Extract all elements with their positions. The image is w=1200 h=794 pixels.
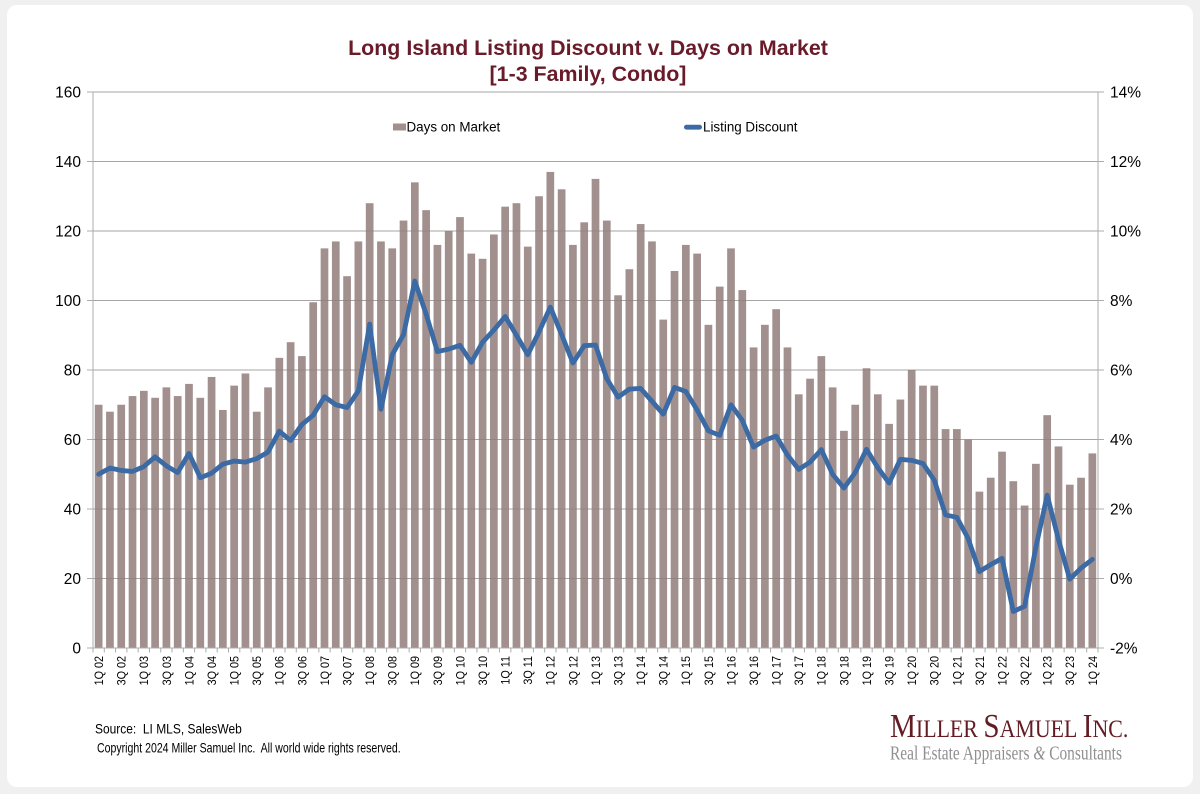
svg-text:1Q 05: 1Q 05 xyxy=(229,656,242,685)
svg-text:80: 80 xyxy=(64,362,82,379)
svg-text:1Q 17: 1Q 17 xyxy=(771,656,784,685)
svg-text:160: 160 xyxy=(55,84,81,101)
svg-text:3Q 07: 3Q 07 xyxy=(342,656,355,685)
svg-text:3Q 12: 3Q 12 xyxy=(568,656,581,685)
svg-text:1Q 22: 1Q 22 xyxy=(997,656,1010,685)
svg-text:100: 100 xyxy=(55,293,81,310)
svg-text:3Q 20: 3Q 20 xyxy=(929,656,942,685)
svg-text:3Q 22: 3Q 22 xyxy=(1020,656,1033,685)
svg-text:3Q 10: 3Q 10 xyxy=(478,656,491,685)
svg-text:1Q 02: 1Q 02 xyxy=(94,656,107,685)
svg-text:Listing Discount: Listing Discount xyxy=(703,120,798,135)
svg-text:3Q 06: 3Q 06 xyxy=(297,656,310,685)
svg-text:1Q 13: 1Q 13 xyxy=(590,656,603,685)
svg-text:3Q 14: 3Q 14 xyxy=(658,655,671,685)
svg-text:1Q 19: 1Q 19 xyxy=(861,656,874,685)
svg-text:1Q 21: 1Q 21 xyxy=(952,656,965,685)
svg-text:2%: 2% xyxy=(1110,501,1133,518)
svg-text:60: 60 xyxy=(64,432,82,449)
svg-text:8%: 8% xyxy=(1110,293,1133,310)
svg-text:3Q 09: 3Q 09 xyxy=(432,656,445,685)
svg-text:1Q 24: 1Q 24 xyxy=(1087,655,1100,685)
svg-text:MILLER SAMUEL INC.: MILLER SAMUEL INC. xyxy=(890,707,1128,745)
svg-text:140: 140 xyxy=(55,154,81,171)
svg-text:3Q 05: 3Q 05 xyxy=(252,656,265,685)
svg-text:3Q 23: 3Q 23 xyxy=(1065,656,1078,685)
svg-text:1Q 18: 1Q 18 xyxy=(816,656,829,685)
svg-text:1Q 04: 1Q 04 xyxy=(184,655,197,685)
svg-text:1Q 07: 1Q 07 xyxy=(319,656,332,685)
svg-text:[1-3 Family, Condo]: [1-3 Family, Condo] xyxy=(490,62,687,86)
svg-text:12%: 12% xyxy=(1110,154,1141,171)
svg-text:3Q 11: 3Q 11 xyxy=(523,656,536,685)
svg-text:4%: 4% xyxy=(1110,432,1133,449)
svg-text:3Q 16: 3Q 16 xyxy=(749,656,762,685)
svg-text:1Q 12: 1Q 12 xyxy=(545,656,558,685)
svg-text:1Q 20: 1Q 20 xyxy=(907,656,920,685)
svg-text:0%: 0% xyxy=(1110,571,1133,588)
svg-text:1Q 23: 1Q 23 xyxy=(1042,656,1055,685)
svg-text:3Q 15: 3Q 15 xyxy=(703,656,716,685)
svg-text:1Q 10: 1Q 10 xyxy=(455,656,468,685)
svg-text:3Q 04: 3Q 04 xyxy=(207,655,220,685)
svg-text:3Q 19: 3Q 19 xyxy=(884,656,897,685)
svg-text:40: 40 xyxy=(64,501,82,518)
svg-text:3Q 02: 3Q 02 xyxy=(116,656,129,685)
svg-text:Long Island Listing Discount v: Long Island Listing Discount v. Days on … xyxy=(348,36,828,60)
svg-text:1Q 11: 1Q 11 xyxy=(500,656,513,685)
svg-text:3Q 13: 3Q 13 xyxy=(613,656,626,685)
svg-text:1Q 09: 1Q 09 xyxy=(410,656,423,685)
svg-text:3Q 03: 3Q 03 xyxy=(161,656,174,685)
svg-text:1Q 08: 1Q 08 xyxy=(365,656,378,685)
svg-text:1Q 06: 1Q 06 xyxy=(274,656,287,685)
svg-text:3Q 21: 3Q 21 xyxy=(974,656,987,685)
svg-text:20: 20 xyxy=(64,571,82,588)
svg-text:120: 120 xyxy=(55,223,81,240)
svg-text:1Q 14: 1Q 14 xyxy=(636,655,649,685)
svg-text:-2%: -2% xyxy=(1110,640,1138,657)
svg-text:1Q 16: 1Q 16 xyxy=(726,656,739,685)
svg-text:1Q 03: 1Q 03 xyxy=(139,656,152,685)
svg-text:Copyright 2024 Miller Samuel I: Copyright 2024 Miller Samuel Inc. All wo… xyxy=(97,740,401,756)
svg-text:0: 0 xyxy=(72,640,81,657)
svg-text:3Q 08: 3Q 08 xyxy=(387,656,400,685)
svg-text:Source: LI MLS, SalesWeb: Source: LI MLS, SalesWeb xyxy=(95,720,242,736)
svg-text:14%: 14% xyxy=(1110,84,1141,101)
svg-text:Real Estate Appraisers & Consu: Real Estate Appraisers & Consultants xyxy=(890,742,1122,764)
svg-text:10%: 10% xyxy=(1110,223,1141,240)
svg-text:6%: 6% xyxy=(1110,362,1133,379)
svg-text:1Q 15: 1Q 15 xyxy=(681,656,694,685)
svg-text:3Q 17: 3Q 17 xyxy=(794,656,807,685)
svg-text:3Q 18: 3Q 18 xyxy=(839,656,852,685)
svg-text:Days on Market: Days on Market xyxy=(407,120,501,135)
